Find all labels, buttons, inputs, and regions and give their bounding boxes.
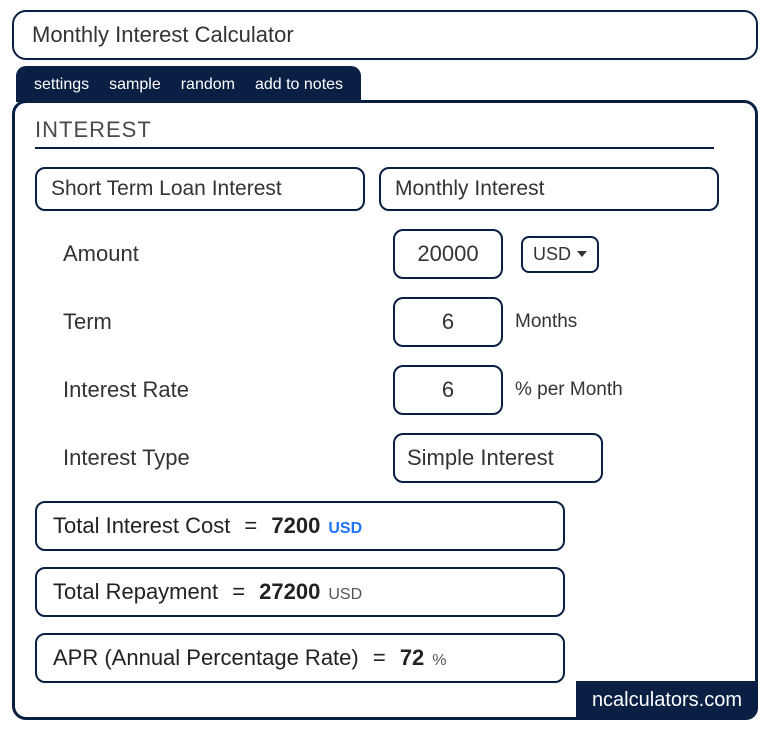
section-title: INTEREST xyxy=(35,117,714,149)
rate-row: Interest Rate % per Month xyxy=(35,365,735,415)
result-total-repayment: Total Repayment = 27200 USD xyxy=(35,567,565,617)
term-unit: Months xyxy=(515,311,577,333)
amount-label: Amount xyxy=(63,241,393,267)
currency-select[interactable]: USD xyxy=(521,236,599,273)
calculator-panel: INTEREST Short Term Loan Interest Monthl… xyxy=(12,100,758,720)
result-label: APR (Annual Percentage Rate) xyxy=(53,645,359,671)
interest-type-row2: Interest Type xyxy=(35,433,735,483)
interest-type-label: Interest Type xyxy=(63,445,393,471)
result-unit: USD xyxy=(328,520,362,538)
term-input[interactable] xyxy=(393,297,503,347)
result-unit: USD xyxy=(328,586,362,604)
rate-label: Interest Rate xyxy=(63,377,393,403)
result-value: 7200 xyxy=(271,513,320,539)
result-total-interest: Total Interest Cost = 7200 USD xyxy=(35,501,565,551)
currency-value: USD xyxy=(533,244,571,265)
rate-input[interactable] xyxy=(393,365,503,415)
tab-bar: settings sample random add to notes xyxy=(16,66,361,102)
tab-settings[interactable]: settings xyxy=(34,76,89,94)
result-label: Total Interest Cost xyxy=(53,513,230,539)
result-value: 27200 xyxy=(259,579,320,605)
interest-type-row: Short Term Loan Interest Monthly Interes… xyxy=(35,167,735,211)
term-row: Term Months xyxy=(35,297,735,347)
term-label: Term xyxy=(63,309,393,335)
tab-random[interactable]: random xyxy=(181,76,235,94)
interest-type-input[interactable] xyxy=(393,433,603,483)
amount-input[interactable] xyxy=(393,229,503,279)
type-short-term[interactable]: Short Term Loan Interest xyxy=(35,167,365,211)
type-monthly[interactable]: Monthly Interest xyxy=(379,167,719,211)
tab-sample[interactable]: sample xyxy=(109,76,161,94)
chevron-down-icon xyxy=(577,251,587,257)
result-unit: % xyxy=(432,652,446,670)
rate-unit: % per Month xyxy=(515,379,623,401)
tab-add-to-notes[interactable]: add to notes xyxy=(255,76,343,94)
page-title: Monthly Interest Calculator xyxy=(12,10,758,60)
result-apr: APR (Annual Percentage Rate) = 72 % xyxy=(35,633,565,683)
footer-badge: ncalculators.com xyxy=(576,681,758,720)
amount-row: Amount USD xyxy=(35,229,735,279)
result-value: 72 xyxy=(400,645,424,671)
result-label: Total Repayment xyxy=(53,579,218,605)
